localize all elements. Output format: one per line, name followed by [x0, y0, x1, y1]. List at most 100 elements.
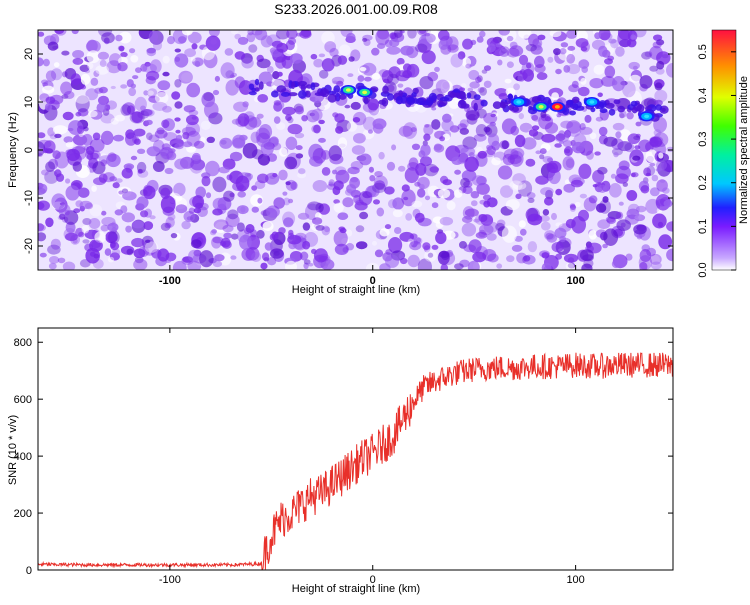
- noise-blob: [105, 231, 118, 244]
- noise-blob: [603, 228, 619, 246]
- noise-blob: [143, 185, 156, 200]
- noise-blob: [483, 80, 492, 89]
- noise-blob: [62, 261, 76, 270]
- noise-blob: [419, 76, 434, 90]
- noise-blob: [473, 218, 481, 223]
- noise-blob: [533, 215, 543, 221]
- noise-blob: [595, 203, 607, 213]
- spectrogram-signal-band: [248, 78, 669, 122]
- noise-blob: [439, 216, 454, 226]
- noise-blob: [470, 191, 480, 199]
- noise-blob: [564, 148, 571, 154]
- noise-blob: [205, 192, 212, 199]
- noise-blob: [541, 133, 556, 143]
- noise-blob: [457, 51, 466, 60]
- noise-blob: [86, 50, 100, 64]
- noise-blob: [658, 234, 673, 250]
- band-blob: [395, 96, 403, 105]
- noise-blob: [518, 220, 526, 228]
- noise-blob: [589, 78, 604, 89]
- noise-blob: [137, 148, 146, 154]
- noise-blob: [447, 44, 459, 53]
- noise-blob: [320, 262, 329, 269]
- noise-blob: [597, 219, 611, 230]
- noise-blob: [318, 137, 326, 143]
- noise-blob: [276, 42, 289, 53]
- noise-blob: [312, 148, 327, 164]
- noise-blob: [504, 78, 512, 84]
- noise-blob: [407, 238, 414, 246]
- noise-blob: [501, 118, 517, 135]
- noise-blob: [146, 70, 160, 81]
- noise-blob: [201, 91, 215, 108]
- noise-blob: [518, 113, 524, 120]
- noise-blob: [562, 156, 575, 171]
- noise-blob: [299, 30, 312, 39]
- noise-blob: [65, 185, 80, 201]
- noise-blob: [194, 60, 201, 68]
- noise-blob: [417, 176, 430, 190]
- snr-y-ticks: 0 200 400 600 800: [14, 337, 673, 577]
- noise-blob: [82, 239, 90, 244]
- noise-blob: [240, 206, 246, 213]
- noise-blob: [534, 64, 546, 73]
- noise-blob: [540, 187, 554, 196]
- noise-blob: [100, 130, 114, 145]
- noise-blob: [192, 152, 201, 161]
- noise-blob: [544, 196, 554, 206]
- noise-blob: [487, 133, 500, 147]
- noise-blob: [536, 72, 548, 80]
- noise-blob: [257, 173, 269, 184]
- noise-blob: [368, 166, 374, 173]
- noise-blob: [487, 43, 496, 53]
- noise-blob: [588, 195, 598, 204]
- noise-blob: [131, 237, 145, 248]
- x-tick-label: -100: [159, 275, 181, 287]
- noise-blob: [313, 124, 321, 134]
- band-blob: [339, 94, 347, 100]
- noise-blob: [74, 94, 90, 104]
- noise-blob: [568, 84, 580, 93]
- noise-blob: [519, 122, 533, 133]
- noise-blob: [101, 32, 115, 44]
- noise-blob: [328, 145, 342, 161]
- noise-blob: [422, 242, 431, 251]
- noise-blob: [67, 127, 74, 132]
- noise-blob: [277, 71, 283, 77]
- noise-blob: [140, 105, 146, 111]
- noise-blob: [212, 236, 224, 244]
- noise-blob: [118, 45, 125, 52]
- noise-blob: [545, 232, 554, 240]
- noise-blob: [38, 141, 46, 157]
- noise-blob: [315, 225, 325, 231]
- noise-blob: [174, 56, 181, 62]
- noise-blob: [457, 158, 466, 165]
- noise-blob: [50, 68, 63, 81]
- noise-blob: [459, 87, 465, 92]
- noise-blob: [409, 241, 422, 251]
- colorbar-tick-label: 0.3: [697, 131, 709, 146]
- noise-blob: [635, 121, 642, 127]
- noise-blob: [655, 167, 662, 172]
- noise-blob: [49, 94, 64, 105]
- noise-blob: [321, 58, 335, 72]
- noise-blob: [613, 152, 619, 158]
- noise-blob: [417, 258, 432, 270]
- noise-blob: [62, 111, 74, 121]
- noise-blob: [337, 212, 349, 220]
- noise-blob: [120, 205, 128, 214]
- noise-blob: [387, 73, 399, 85]
- noise-blob: [539, 148, 547, 155]
- noise-blob: [167, 213, 176, 221]
- band-blob: [419, 100, 430, 106]
- noise-blob: [608, 183, 622, 198]
- noise-blob: [157, 248, 170, 262]
- noise-blob: [465, 110, 480, 121]
- noise-blob: [567, 121, 582, 137]
- spectrogram-peaks: [340, 85, 655, 122]
- noise-blob: [471, 200, 478, 207]
- noise-blob: [453, 189, 463, 198]
- noise-blob: [465, 63, 472, 69]
- noise-blob: [565, 158, 575, 169]
- noise-blob: [208, 30, 220, 38]
